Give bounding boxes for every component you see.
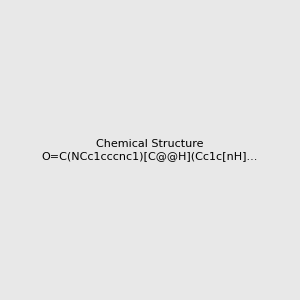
- Text: Chemical Structure
O=C(NCc1cccnc1)[C@@H](Cc1c[nH]...: Chemical Structure O=C(NCc1cccnc1)[C@@H]…: [42, 139, 258, 161]
